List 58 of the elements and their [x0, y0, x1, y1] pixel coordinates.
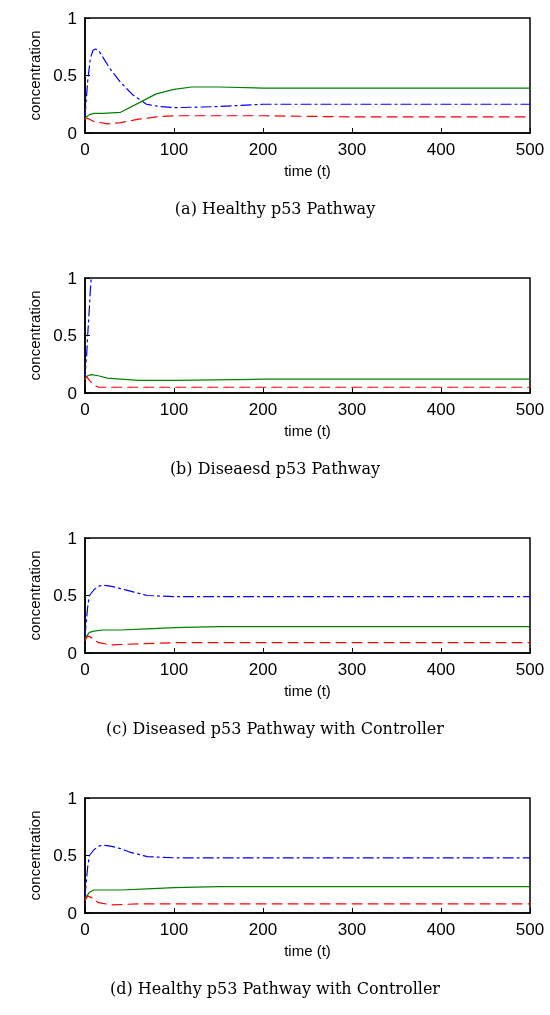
y-tick-label: 0	[67, 903, 77, 923]
y-tick-label: 1	[67, 788, 77, 808]
y-tick-label: 0.5	[53, 846, 77, 865]
y-axis-title: concentration	[26, 290, 44, 381]
y-tick-label: 0.5	[53, 586, 77, 605]
line-series	[84, 844, 531, 897]
text: (a) Healthy p53 Pathway	[174, 198, 376, 218]
x-tick-label: 500	[515, 660, 545, 679]
x-axis-title: time (t)	[284, 682, 331, 699]
x-tick-label: 200	[248, 920, 278, 939]
line-series	[84, 277, 92, 377]
y-axis-title: concentration	[26, 550, 44, 641]
line-series	[84, 86, 531, 119]
text: (c) Diseased p53 Pathway with Controller	[106, 718, 445, 738]
line-series	[84, 376, 531, 388]
line-series	[84, 895, 531, 906]
y-axis-title: concentration	[26, 30, 44, 121]
line-series	[84, 625, 531, 639]
x-axis-title: time (t)	[284, 942, 331, 959]
line-series	[84, 48, 531, 117]
x-tick-label: 0	[80, 400, 90, 419]
x-tick-label: 0	[80, 920, 90, 939]
y-axis-title: concentration	[26, 810, 44, 901]
x-tick-label: 300	[337, 660, 367, 679]
x-tick-label: 200	[248, 140, 278, 159]
x-tick-label: 400	[426, 660, 456, 679]
x-tick-label: 200	[248, 660, 278, 679]
x-tick-label: 500	[515, 920, 545, 939]
x-tick-label: 500	[515, 140, 545, 159]
text: (b) Diseaesd p53 Pathway	[169, 458, 381, 478]
y-tick-label: 1	[67, 8, 77, 28]
x-tick-label: 200	[248, 400, 278, 419]
x-tick-label: 100	[159, 400, 189, 419]
text: (d) Healthy p53 Pathway with Controller	[110, 978, 441, 998]
y-tick-label: 0	[67, 383, 77, 403]
y-tick-label: 0.5	[53, 66, 77, 85]
x-tick-label: 100	[159, 660, 189, 679]
x-tick-label: 100	[159, 920, 189, 939]
x-axis-title: time (t)	[284, 422, 331, 439]
x-tick-label: 400	[426, 400, 456, 419]
y-tick-label: 1	[67, 268, 77, 288]
x-tick-label: 100	[159, 140, 189, 159]
x-tick-label: 400	[426, 140, 456, 159]
x-tick-label: 300	[337, 140, 367, 159]
y-tick-label: 0	[67, 643, 77, 663]
y-tick-label: 0.5	[53, 326, 77, 345]
y-tick-label: 0	[67, 123, 77, 143]
line-series	[84, 584, 531, 637]
y-tick-label: 1	[67, 528, 77, 548]
x-tick-label: 400	[426, 920, 456, 939]
x-tick-label: 300	[337, 400, 367, 419]
x-tick-label: 0	[80, 660, 90, 679]
x-tick-label: 300	[337, 920, 367, 939]
x-tick-label: 0	[80, 140, 90, 159]
x-tick-label: 500	[515, 400, 545, 419]
line-series	[84, 885, 531, 899]
x-axis-title: time (t)	[284, 162, 331, 179]
line-series	[84, 635, 531, 646]
